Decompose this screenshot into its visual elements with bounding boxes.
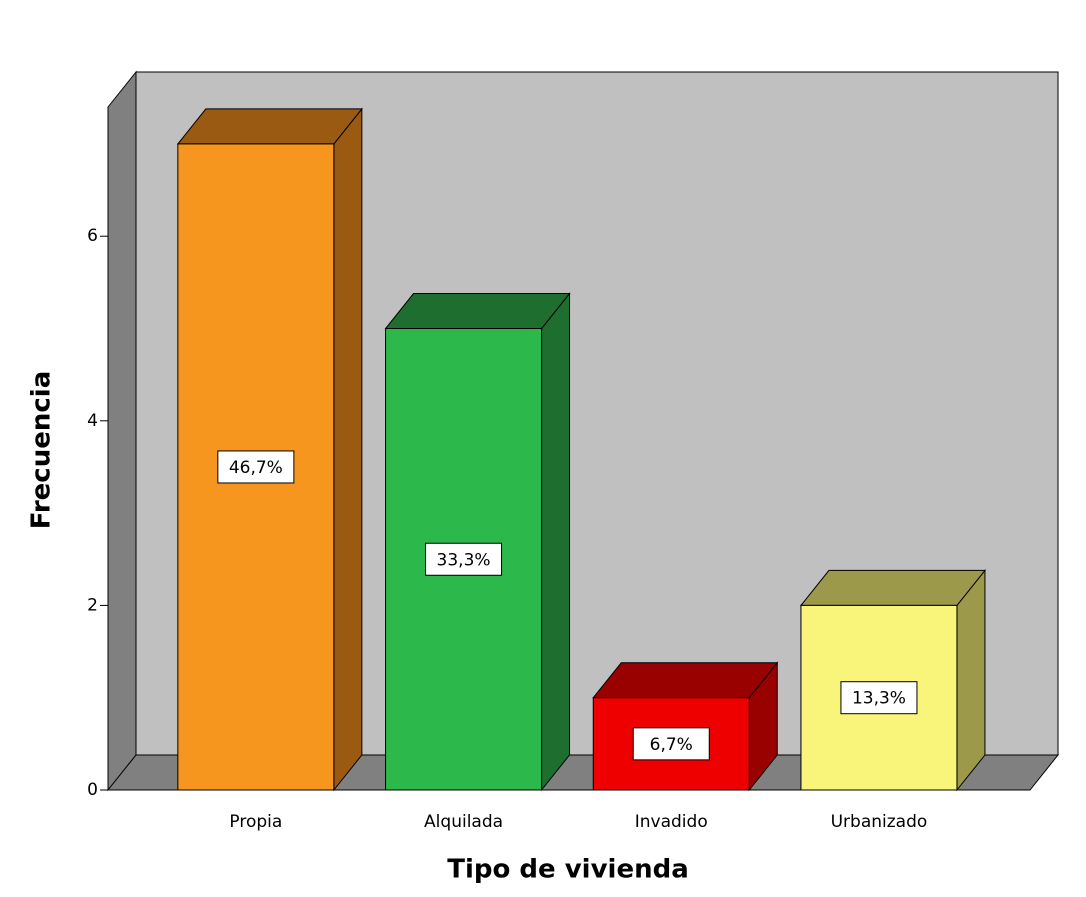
data-label-box [425,542,503,576]
x-axis-title: Tipo de vivienda [447,855,689,885]
data-label: 6,7% [650,735,693,755]
bar-side [956,568,986,792]
y-axis-title: Frecuencia [27,371,57,530]
data-label: 13,3% [852,689,906,709]
y-tick-label: 2 [87,595,98,615]
bar-side [333,107,363,792]
y-tick-label: 4 [87,411,98,431]
data-label: 33,3% [437,550,491,570]
y-tick-label: 0 [87,780,98,800]
data-label-box [217,450,295,484]
data-label: 46,7% [229,458,283,478]
bar-top [384,293,571,330]
bar-top [176,108,363,145]
bar-side [541,292,571,792]
bar-top [592,662,779,699]
y-tick-label: 6 [87,226,98,246]
x-tick-label: Alquilada [424,812,503,832]
x-tick-label: Propia [229,812,282,832]
left-wall [107,70,137,792]
x-tick-label: Invadido [635,812,708,832]
data-label-box [632,727,710,761]
bar-top [799,569,986,606]
data-label-box [840,681,918,715]
x-tick-label: Urbanizado [831,812,928,832]
